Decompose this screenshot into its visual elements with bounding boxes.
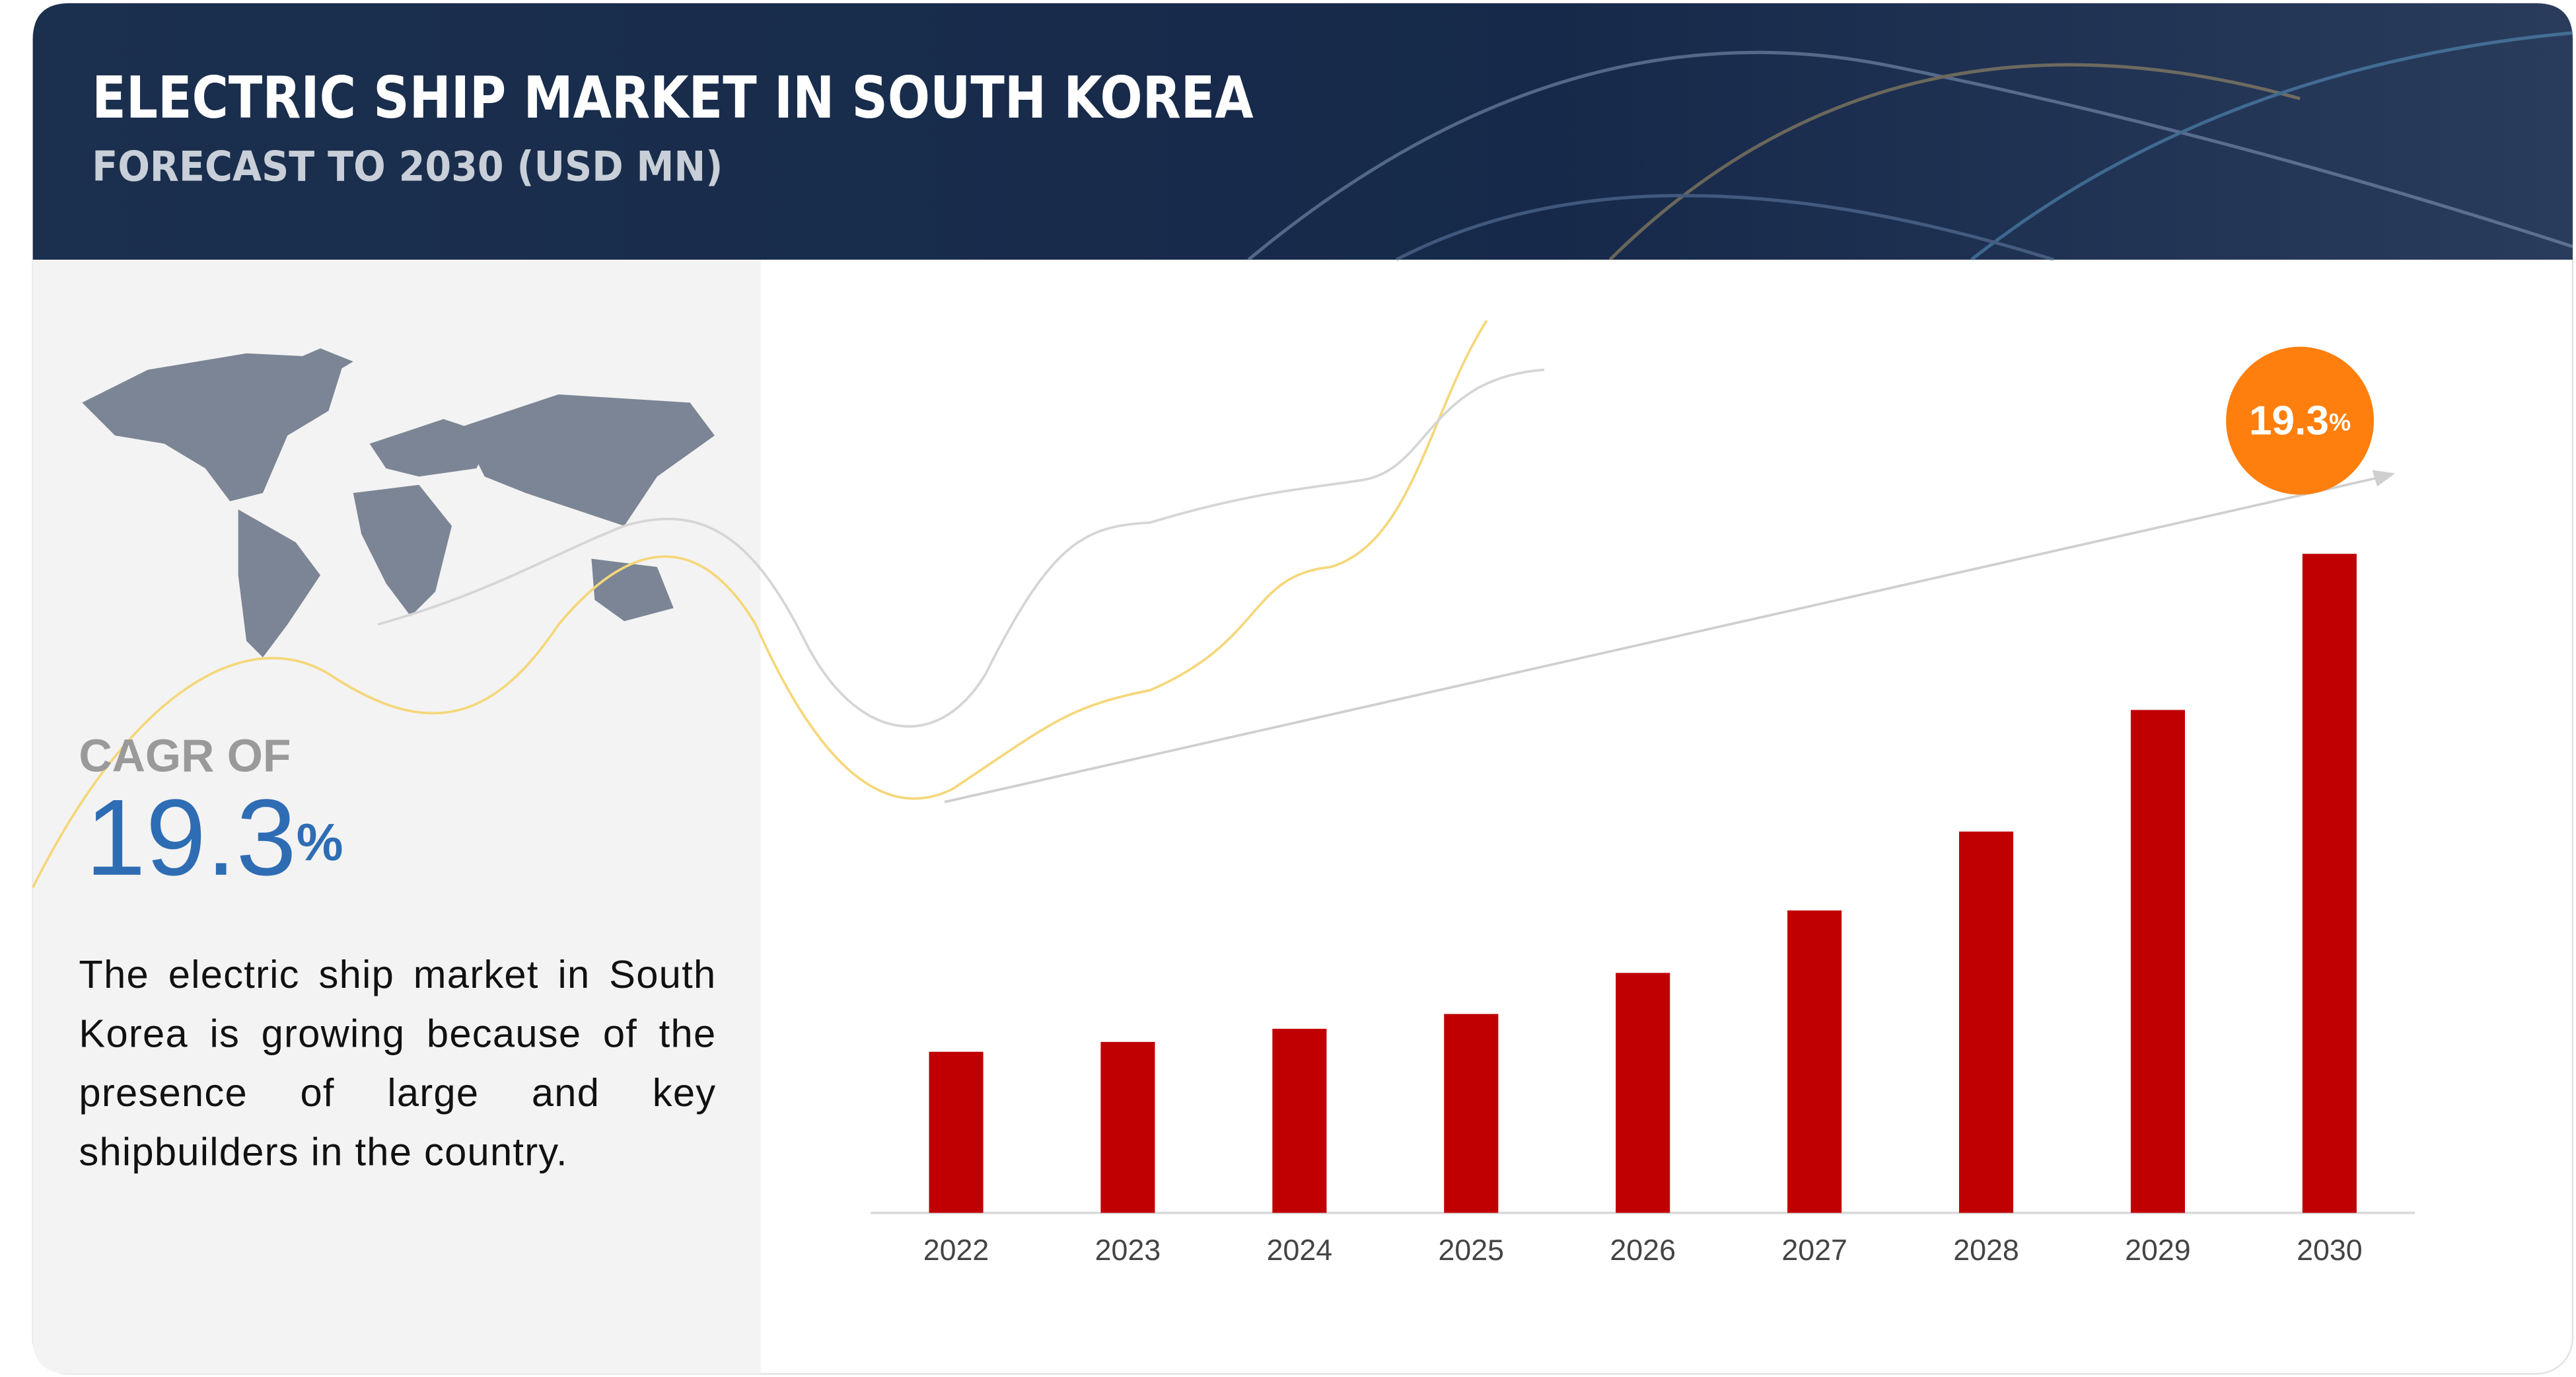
cagr-text: 19.3% xyxy=(85,776,343,898)
trend-arrowhead xyxy=(2372,470,2396,487)
cagr-label: CAGR OF xyxy=(79,729,291,781)
trend-arrow xyxy=(944,473,2391,803)
bar xyxy=(1444,1014,1499,1213)
world-map xyxy=(82,348,715,657)
x-tick-label: 2029 xyxy=(2125,1234,2191,1267)
badge-unit: % xyxy=(2329,408,2351,436)
x-tick-label: 2026 xyxy=(1610,1234,1676,1267)
x-tick-label: 2024 xyxy=(1267,1234,1333,1267)
x-tick-label: 2023 xyxy=(1095,1234,1161,1267)
subtitle: FORECAST TO 2030 (USD MN) xyxy=(92,142,723,190)
bar xyxy=(1616,973,1670,1213)
badge-value: 19.3 xyxy=(2249,398,2329,444)
x-tick-label: 2025 xyxy=(1439,1234,1505,1267)
bar xyxy=(2130,710,2185,1213)
decorative-curves xyxy=(32,320,1545,888)
x-tick-label: 2022 xyxy=(923,1234,989,1267)
bar xyxy=(1100,1041,1155,1213)
x-tick-label: 2028 xyxy=(1953,1234,2019,1267)
cagr-unit: % xyxy=(297,813,343,872)
left-panel xyxy=(32,259,761,1374)
cagr-value: 19.3 xyxy=(85,776,296,898)
bar xyxy=(929,1051,984,1213)
header-decoration xyxy=(1247,31,2573,262)
badge-text: 19.3% xyxy=(2249,398,2351,444)
bar xyxy=(1272,1028,1327,1213)
cagr-badge xyxy=(2226,346,2375,495)
header xyxy=(32,3,2573,260)
description: The electric ship market in South Korea … xyxy=(79,953,717,1175)
bar xyxy=(1787,910,1842,1213)
x-tick-label: 2027 xyxy=(1781,1234,1847,1267)
x-tick-label: 2030 xyxy=(2297,1234,2363,1267)
bar xyxy=(1958,831,2014,1213)
title: ELECTRIC SHIP MARKET IN SOUTH KOREA xyxy=(92,64,1253,131)
bar xyxy=(2302,554,2357,1213)
